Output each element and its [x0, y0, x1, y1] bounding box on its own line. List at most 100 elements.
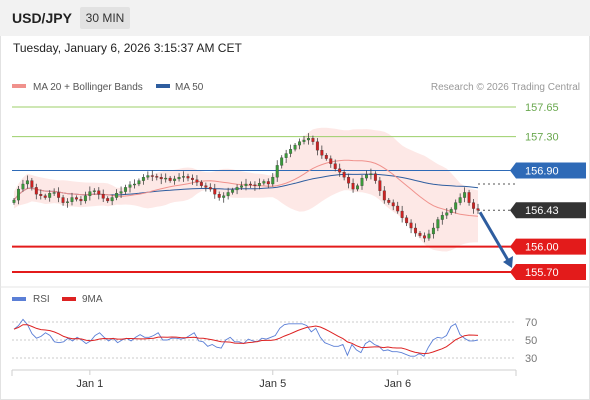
candle-body: [150, 175, 154, 177]
candle-body: [262, 181, 266, 184]
candle-body: [48, 193, 52, 198]
level-label-157.30: 157.30: [525, 132, 559, 144]
candle-body: [324, 155, 328, 159]
rsi-legend-label: RSI: [33, 294, 50, 305]
rsi-tick-30: 30: [525, 353, 537, 365]
rsi-tick-50: 50: [525, 335, 537, 347]
candle-body: [418, 232, 422, 236]
x-tick-label: Jan 5: [259, 378, 286, 390]
candle-body: [476, 208, 480, 211]
timeframe-badge[interactable]: 30 MIN: [80, 7, 130, 29]
ma20-legend-swatch: [12, 84, 26, 88]
candle-body: [12, 199, 16, 203]
candle-body: [213, 188, 217, 195]
candle-body: [182, 176, 185, 178]
candle-body: [436, 219, 440, 229]
candle-body: [400, 210, 404, 218]
candle-body: [110, 197, 114, 202]
symbol-label: USD/JPY: [12, 10, 72, 26]
rsi-ma-legend-swatch: [62, 297, 76, 301]
candle-body: [141, 177, 145, 181]
candle-body: [302, 139, 306, 142]
candle-body: [454, 202, 458, 210]
rsi-legend: RSI 9MA: [12, 294, 103, 305]
candle-body: [75, 197, 78, 200]
candle-body: [378, 180, 382, 191]
candle-body: [449, 209, 453, 213]
candle-body: [52, 192, 56, 194]
candle-body: [463, 192, 467, 198]
candle-body: [445, 212, 449, 216]
candle-body: [315, 141, 319, 151]
candle-body: [173, 178, 177, 181]
candle-body: [34, 187, 38, 195]
candle-body: [240, 185, 243, 188]
candle-body: [235, 187, 239, 191]
candle-body: [177, 177, 181, 180]
candle-body: [280, 157, 284, 166]
candle-body: [356, 185, 359, 190]
candle-body: [351, 183, 355, 190]
rsi-legend-swatch: [12, 297, 26, 301]
candle-body: [66, 201, 69, 203]
candle-body: [431, 227, 435, 235]
candle-body: [97, 190, 101, 195]
candle-body: [342, 172, 346, 178]
support-tag-155.70-label: 155.70: [525, 267, 559, 279]
candle-body: [128, 184, 132, 188]
candle-body: [226, 192, 230, 196]
candle-body: [115, 193, 119, 198]
candle-body: [266, 181, 270, 185]
candle-body: [204, 185, 208, 188]
candle-body: [472, 202, 475, 209]
candle-body: [25, 180, 29, 185]
forecast-arrow: [478, 211, 513, 268]
candle-body: [249, 183, 252, 186]
candle-body: [467, 192, 471, 203]
candle-body: [101, 194, 105, 199]
candle-body: [106, 198, 110, 202]
candle-body: [217, 194, 221, 198]
candle-body: [231, 189, 235, 193]
candle-body: [17, 188, 20, 201]
ma50-legend-swatch: [156, 84, 170, 88]
support-tag-155.70-bg: [510, 264, 586, 280]
candle-body: [440, 215, 444, 220]
candle-body: [284, 153, 288, 158]
chart-header: USD/JPY 30 MIN: [0, 0, 590, 36]
candle-body: [298, 141, 301, 146]
rsi-ma-line: [13, 324, 479, 355]
candle-body: [199, 182, 203, 186]
candle-body: [458, 197, 462, 203]
candle-body: [409, 222, 413, 229]
pivot-tag-bg: [510, 162, 586, 179]
ma50-legend-label: MA 50: [175, 82, 204, 93]
candle-body: [119, 191, 123, 194]
candle-body: [333, 163, 337, 169]
candle-body: [195, 179, 199, 183]
candle-body: [329, 158, 333, 164]
candle-body: [57, 192, 61, 198]
rsi-line: [13, 318, 479, 357]
support-tag-156.00-bg: [510, 238, 586, 255]
candle-body: [253, 184, 257, 186]
candle-body: [244, 183, 248, 186]
candle-body: [360, 177, 364, 186]
timestamp: Tuesday, January 6, 2026 3:15:37 AM CET: [13, 41, 242, 55]
candle-body: [387, 199, 391, 203]
support-tag-156.00-label: 156.00: [525, 242, 559, 254]
candle-body: [423, 235, 426, 239]
candle-body: [61, 197, 65, 203]
candle-body: [155, 176, 159, 178]
chart-legend: MA 20 + Bollinger Bands MA 50 Research ©…: [12, 82, 580, 93]
credit-label: Research © 2026 Trading Central: [431, 82, 580, 93]
ma20-legend-label: MA 20 + Bollinger Bands: [33, 82, 143, 93]
candle-body: [124, 187, 127, 192]
x-tick-label: Jan 1: [76, 378, 103, 390]
level-label-157.65: 157.65: [525, 102, 559, 114]
candle-body: [186, 176, 190, 179]
candle-body: [79, 199, 83, 202]
candle-body: [30, 180, 34, 188]
candle-body: [39, 194, 43, 196]
